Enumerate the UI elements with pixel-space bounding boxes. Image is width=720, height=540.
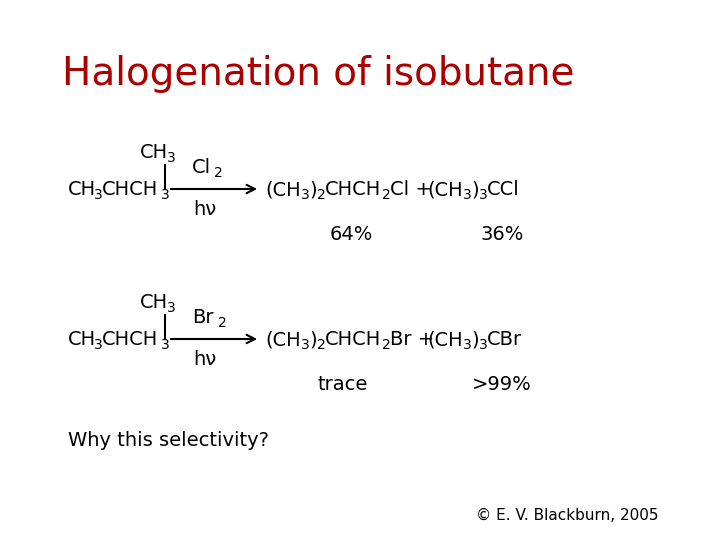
- Text: Br +: Br +: [390, 330, 441, 349]
- Text: © E. V. Blackburn, 2005: © E. V. Blackburn, 2005: [475, 508, 658, 523]
- Text: 3: 3: [479, 338, 487, 352]
- Text: 3: 3: [167, 151, 176, 165]
- Text: CH: CH: [68, 180, 96, 199]
- Text: Cl: Cl: [192, 158, 211, 177]
- Text: 3: 3: [463, 338, 472, 352]
- Text: Why this selectivity?: Why this selectivity?: [68, 431, 269, 450]
- Text: ): ): [471, 330, 479, 349]
- Text: CCl: CCl: [487, 180, 520, 199]
- Text: CH: CH: [140, 143, 168, 162]
- Text: CH: CH: [140, 293, 168, 312]
- Text: 2: 2: [214, 166, 222, 180]
- Text: (CH: (CH: [427, 180, 463, 199]
- Text: 3: 3: [94, 338, 103, 352]
- Text: CHCH: CHCH: [102, 330, 158, 349]
- Text: 36%: 36%: [480, 225, 523, 244]
- Text: CH: CH: [68, 330, 96, 349]
- Text: CHCH: CHCH: [325, 330, 382, 349]
- Text: Br: Br: [192, 308, 214, 327]
- Text: (CH: (CH: [265, 330, 301, 349]
- Text: CHCH: CHCH: [325, 180, 382, 199]
- Text: (CH: (CH: [265, 180, 301, 199]
- Text: 3: 3: [94, 188, 103, 202]
- Text: 3: 3: [301, 338, 310, 352]
- Text: 3: 3: [161, 338, 170, 352]
- Text: ): ): [309, 180, 317, 199]
- Text: ): ): [471, 180, 479, 199]
- Text: 64%: 64%: [330, 225, 374, 244]
- Text: hν: hν: [193, 200, 216, 219]
- Text: hν: hν: [193, 350, 216, 369]
- Text: 3: 3: [463, 188, 472, 202]
- Text: trace: trace: [318, 375, 369, 394]
- Text: 2: 2: [382, 338, 391, 352]
- Text: 3: 3: [479, 188, 487, 202]
- Text: CHCH: CHCH: [102, 180, 158, 199]
- Text: 2: 2: [218, 316, 227, 330]
- Text: 2: 2: [382, 188, 391, 202]
- Text: 3: 3: [167, 301, 176, 315]
- Text: 2: 2: [317, 338, 325, 352]
- Text: 3: 3: [161, 188, 170, 202]
- Text: 2: 2: [317, 188, 325, 202]
- Text: Cl +: Cl +: [390, 180, 438, 199]
- Text: (CH: (CH: [427, 330, 463, 349]
- Text: >99%: >99%: [472, 375, 532, 394]
- Text: 3: 3: [301, 188, 310, 202]
- Text: CBr: CBr: [487, 330, 522, 349]
- Text: Halogenation of isobutane: Halogenation of isobutane: [62, 55, 575, 93]
- Text: ): ): [309, 330, 317, 349]
